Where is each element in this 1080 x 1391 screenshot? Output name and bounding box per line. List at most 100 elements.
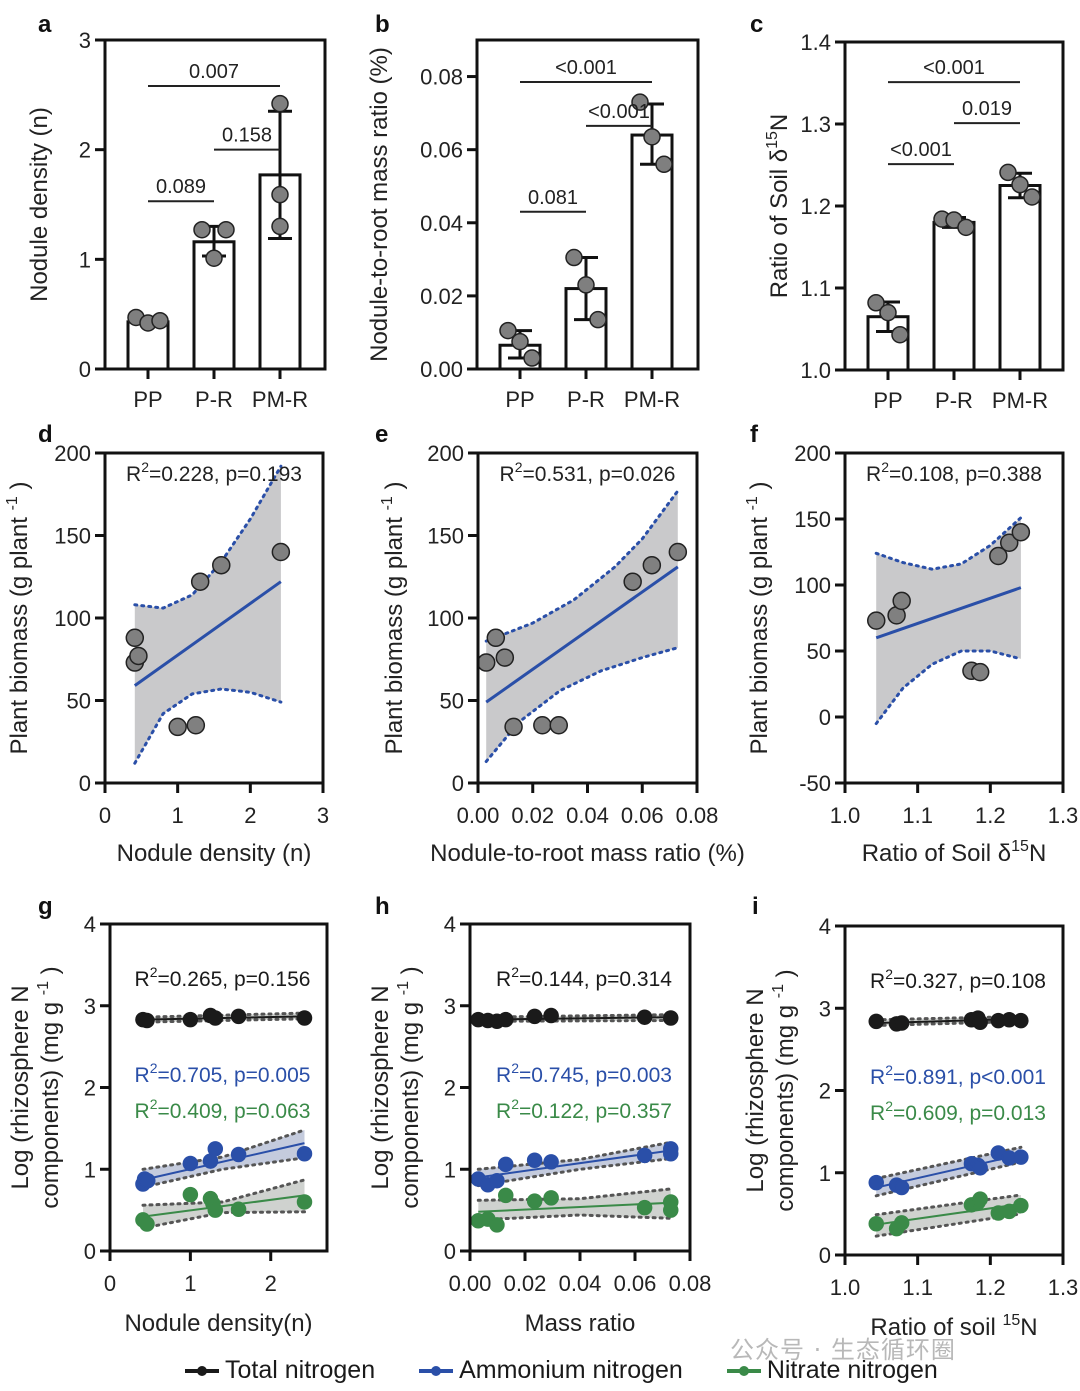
y-tick-label: 1 xyxy=(84,1157,96,1182)
data-point xyxy=(504,717,523,737)
y-tick-label: 0.08 xyxy=(420,65,463,90)
data-point xyxy=(129,646,148,666)
data-point xyxy=(868,1013,884,1030)
y-tick-label: 1 xyxy=(444,1157,456,1182)
data-point xyxy=(182,1186,199,1203)
y-tick-label: 200 xyxy=(427,441,464,466)
x-axis-label: Ratio of Soil δ15N xyxy=(862,838,1047,867)
confidence-upper xyxy=(484,489,680,643)
data-point xyxy=(486,628,506,648)
category-label: PP xyxy=(873,388,902,413)
data-point xyxy=(190,572,210,591)
stat-annotation: R2=0.609, p=0.013 xyxy=(870,1098,1046,1125)
x-axis-label: Nodule density(n) xyxy=(124,1310,312,1337)
category-label: PM-R xyxy=(252,387,308,412)
data-point xyxy=(868,1174,884,1191)
y-tick-label: 0.02 xyxy=(420,284,463,309)
confidence-lower xyxy=(133,687,283,765)
y-tick-label: 0 xyxy=(452,771,464,796)
p-value-label: <0.001 xyxy=(890,139,952,161)
x-tick-label: 1.1 xyxy=(902,803,933,828)
data-point xyxy=(1013,1149,1029,1165)
y-tick-label: 150 xyxy=(794,507,831,532)
data-point xyxy=(636,1147,653,1164)
y-tick-label: 50 xyxy=(807,639,831,664)
x-tick-label: 1.0 xyxy=(830,1275,861,1300)
category-label: P-R xyxy=(567,387,605,412)
confidence-upper xyxy=(874,516,1023,571)
panel-g: g 0 1 2 3 4 0 1 2 R2=0.265, p=0.156 R2=0.705, p=0.… xyxy=(7,893,329,1337)
data-point xyxy=(526,1008,543,1025)
p-value-label: <0.001 xyxy=(923,57,985,79)
x-tick-label: 0.02 xyxy=(504,1271,547,1296)
y-axis-label: Plant biomass (g plant -1 ) xyxy=(4,481,33,754)
y-tick-label: 3 xyxy=(79,28,91,53)
p-value-label: <0.001 xyxy=(555,57,617,79)
data-point xyxy=(526,1152,543,1169)
panel-letter: h xyxy=(375,893,390,920)
y-tick-label: 4 xyxy=(819,914,831,939)
panel-e: e 0 50 100 150 200 0.00 0.02 0.04 0.06 0.08 R2=0.53… xyxy=(375,421,745,867)
data-point xyxy=(879,303,897,322)
data-point xyxy=(271,185,289,204)
confidence-upper xyxy=(141,1128,306,1171)
y-tick-label: 1 xyxy=(819,1161,831,1186)
legend-label: Nitrate nitrogen xyxy=(766,1356,938,1384)
x-tick-label: 1 xyxy=(184,1271,196,1296)
regression-line xyxy=(875,586,1022,640)
stat-annotation: R2=0.228, p=0.193 xyxy=(126,459,302,486)
stat-annotation: R2=0.327, p=0.108 xyxy=(870,966,1046,993)
data-point xyxy=(168,717,187,737)
p-value-label: 0.019 xyxy=(962,98,1012,120)
data-point xyxy=(533,716,552,735)
category-label: PP xyxy=(133,387,162,412)
data-point xyxy=(212,555,231,575)
category-label: PM-R xyxy=(992,388,1048,413)
x-tick-label: 0.06 xyxy=(614,1271,657,1296)
confidence-band xyxy=(143,1130,305,1188)
y-tick-label: 100 xyxy=(54,606,91,631)
plot-frame xyxy=(843,451,1065,785)
data-point xyxy=(207,1202,224,1218)
x-tick-label: 1.2 xyxy=(975,1275,1006,1300)
data-point xyxy=(866,611,886,630)
panel-h: h 0 1 2 3 4 0.00 0.02 0.04 0.06 0.08 R2=0.144, p=0.… xyxy=(367,893,711,1337)
data-point xyxy=(868,1215,884,1232)
y-tick-label: 0 xyxy=(79,771,91,796)
data-point xyxy=(499,321,517,340)
category-label: PM-R xyxy=(624,387,680,412)
data-point xyxy=(207,1141,224,1157)
panel-d: d 0 50 100 150 200 0 1 2 3 R2=0.228, p=0.193 Plant … xyxy=(4,421,329,867)
y-axis-label-line1: Log (rhizosphere N xyxy=(742,988,769,1192)
data-point xyxy=(523,349,541,367)
data-point xyxy=(271,542,291,562)
data-point xyxy=(893,1215,910,1231)
data-point xyxy=(186,716,206,735)
x-axis-label: Mass ratio xyxy=(525,1310,636,1337)
data-point xyxy=(663,1202,679,1218)
panel-i: i 0 1 2 3 4 1.0 1.1 1.2 1.3 R2=0.327, p=0.108 R2=0.… xyxy=(742,893,1078,1341)
y-axis-label-line2: components) (mg g -1 ) xyxy=(770,969,799,1211)
data-point xyxy=(867,294,885,312)
y-tick-label: 3 xyxy=(444,994,456,1019)
data-point xyxy=(972,1160,988,1176)
y-tick-label: 0 xyxy=(84,1239,96,1264)
x-tick-label: 0 xyxy=(99,803,111,828)
y-tick-label: -50 xyxy=(799,771,831,796)
stat-annotation: R2=0.265, p=0.156 xyxy=(135,964,311,991)
data-point xyxy=(489,1217,505,1233)
data-point xyxy=(230,1008,247,1025)
data-point xyxy=(989,546,1008,566)
data-point xyxy=(139,1216,155,1232)
regression-line xyxy=(485,565,679,704)
y-tick-label: 150 xyxy=(427,524,464,549)
confidence-lower xyxy=(141,1017,306,1024)
panel-letter: c xyxy=(750,11,763,38)
data-point xyxy=(271,94,289,113)
panel-a: a 0 1 2 3 PP P-R PM-R 0.089 0.158 0.007 Nodule dens… xyxy=(26,11,327,412)
confidence-upper xyxy=(874,1193,1023,1217)
data-point xyxy=(549,716,569,735)
y-axis-label: Nodule-to-root mass ratio (%) xyxy=(366,47,393,362)
panel-f: f -50 0 50 100 150 200 1.0 1.1 1.2 1.3 R2=0.108, p=… xyxy=(744,421,1078,867)
data-point xyxy=(125,628,145,648)
